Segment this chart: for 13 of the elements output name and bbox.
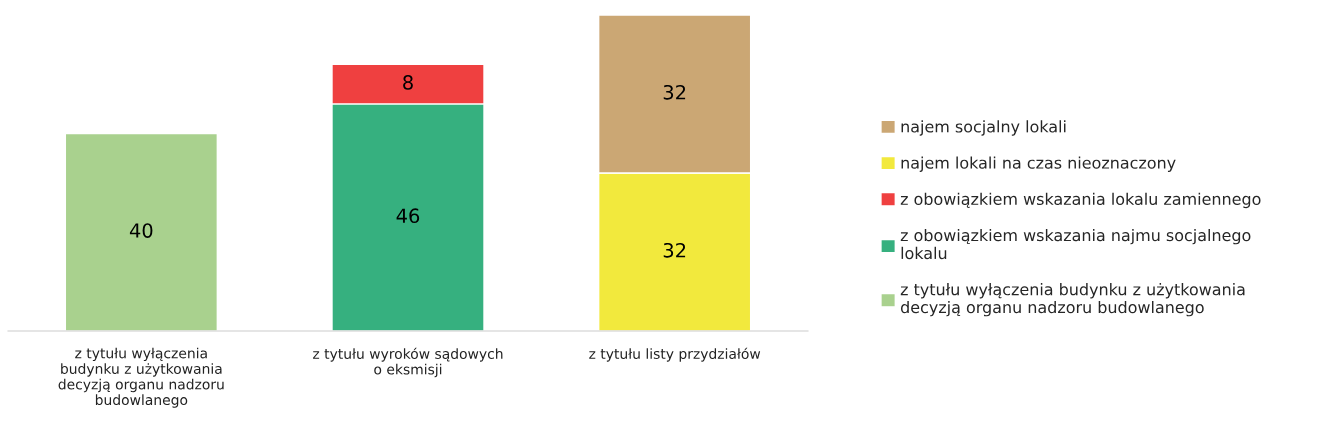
- data-label: 46: [396, 208, 420, 224]
- legend-label: najem lokali na czas nieoznaczony: [901, 156, 1176, 172]
- legend-label: z tytułu wyłączenia budynku z użytkowania decyzją organu nadzoru budowlanego: [900, 283, 1245, 317]
- legend-label: z obowiązkiem wskazania lokalu zamiennego: [900, 192, 1261, 209]
- legend-label: najem socjalny lokali: [901, 120, 1066, 136]
- x-tick-label: z tytułu wyroków sądowych o eksmisji: [313, 347, 503, 378]
- x-tick-label: z tytułu listy przydziałów: [589, 347, 761, 362]
- x-tick-label: z tytułu wyłączenia budynku z użytkowania decyzją organu nadzoru budowlanego: [58, 347, 224, 408]
- data-label: 8: [403, 75, 413, 90]
- data-label: 32: [663, 84, 686, 100]
- legend-label: z obowiązkiem wskazania najmu socjalnego lokalu: [900, 228, 1251, 260]
- data-label: 40: [129, 223, 153, 238]
- data-label: 32: [663, 242, 686, 258]
